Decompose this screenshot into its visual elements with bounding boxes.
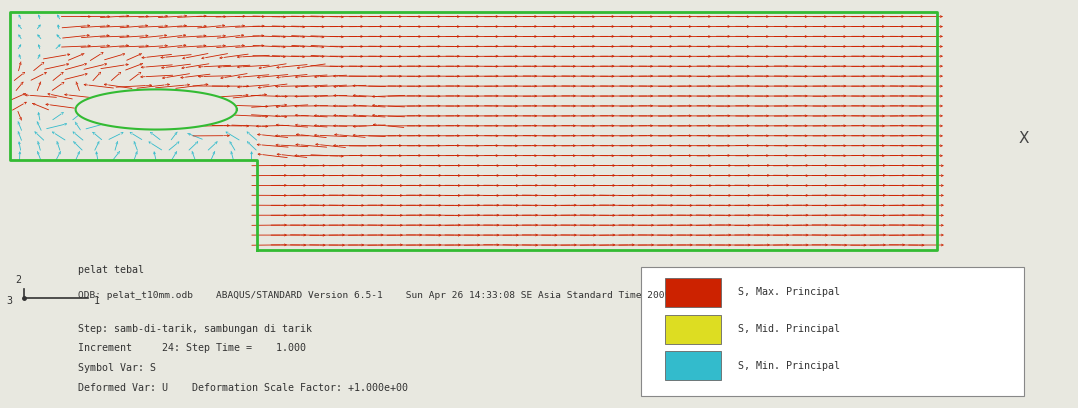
Text: 1: 1: [94, 296, 100, 306]
Bar: [665, 315, 721, 344]
Bar: [665, 351, 721, 380]
Text: Symbol Var: S: Symbol Var: S: [78, 363, 155, 373]
Text: Step: samb-di-tarik, sambungan di tarik: Step: samb-di-tarik, sambungan di tarik: [78, 324, 312, 333]
Text: 3: 3: [6, 296, 13, 306]
Text: 2: 2: [15, 275, 22, 284]
Bar: [641, 267, 1024, 396]
Bar: [665, 278, 721, 307]
Polygon shape: [75, 89, 237, 129]
Text: X: X: [1019, 131, 1029, 146]
Text: S, Min. Principal: S, Min. Principal: [738, 361, 841, 371]
Text: S, Max. Principal: S, Max. Principal: [738, 288, 841, 297]
Text: Increment     24: Step Time =    1.000: Increment 24: Step Time = 1.000: [78, 344, 306, 353]
Text: S, Mid. Principal: S, Mid. Principal: [738, 324, 841, 334]
Text: pelat tebal: pelat tebal: [78, 265, 143, 275]
Text: ODB: pelat_t10mm.odb    ABAQUS/STANDARD Version 6.5-1    Sun Apr 26 14:33:08 SE : ODB: pelat_t10mm.odb ABAQUS/STANDARD Ver…: [78, 291, 669, 300]
Text: Deformed Var: U    Deformation Scale Factor: +1.000e+00: Deformed Var: U Deformation Scale Factor…: [78, 383, 407, 393]
